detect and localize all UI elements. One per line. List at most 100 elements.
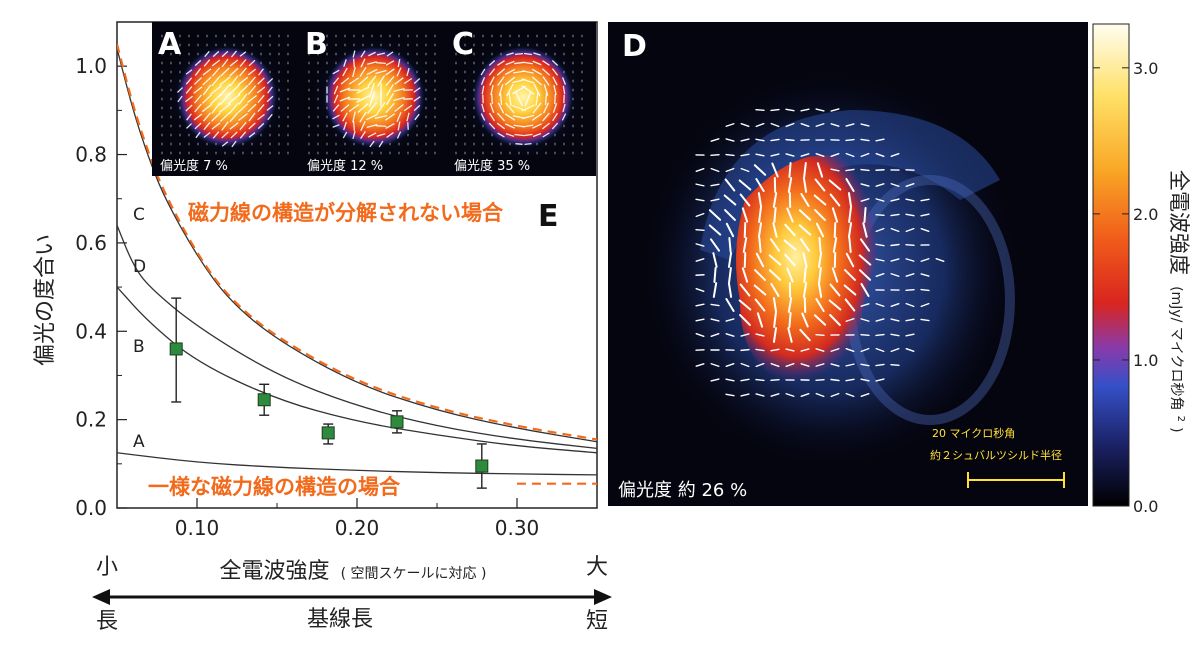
data-point xyxy=(391,416,403,428)
arrow-head-right xyxy=(594,589,612,605)
baseline-label: 基線長 xyxy=(307,607,373,632)
panel-d-pol-tick xyxy=(711,155,719,156)
colorbar-gradient xyxy=(1093,24,1129,506)
panel-d-pol-tick xyxy=(861,335,869,336)
panel-d-pol-tick xyxy=(804,268,805,282)
panel-d-pol-tick xyxy=(906,245,914,246)
panel-d-pol-tick xyxy=(756,380,764,381)
y-tick-label: 0.8 xyxy=(75,143,107,167)
panel-d-pol-tick xyxy=(864,208,865,222)
y-tick-label: 0.2 xyxy=(75,408,107,432)
y-tick-label: 0.4 xyxy=(75,319,107,343)
x-tick-label: 0.10 xyxy=(175,516,220,540)
inset-letter: B xyxy=(305,27,328,62)
colorbar-title: 全電波強度 (mJy/ マイクロ秒角 2 ) xyxy=(1167,170,1193,433)
panel-d-pol-tick xyxy=(831,379,839,380)
data-point xyxy=(476,460,488,472)
scale-short-label: 短 xyxy=(586,609,608,634)
curve-a xyxy=(117,453,597,475)
x-axis-title-main: 全電波強度 xyxy=(220,559,330,584)
x-axis-ticks: 0.10 0.20 0.30 xyxy=(117,498,597,540)
scale-large-label: 大 xyxy=(586,555,608,580)
arrow-head-left xyxy=(92,589,110,605)
panel-d-pol-tick xyxy=(846,140,854,141)
inset-polarization-label: 偏光度 12 % xyxy=(307,158,383,174)
panel-d-pol-tick xyxy=(714,268,715,282)
inset-letter: A xyxy=(158,27,182,62)
x-axis-title-sub: ( 空間スケールに対応 ) xyxy=(341,566,487,582)
colorbar-title-unit: (mJy/ マイクロ秒角 xyxy=(1168,286,1184,410)
panel-d-pol-tick xyxy=(759,238,760,252)
inset-pol-tick xyxy=(524,144,531,145)
panel-d-pol-tick xyxy=(774,208,775,222)
unresolved-annotation: 磁力線の構造が分解されない場合 xyxy=(188,201,504,225)
inset-pol-tick xyxy=(376,126,387,127)
colorbar: 0.0 1.0 2.0 3.0 全電波強度 (mJy/ マイクロ秒角 2 ) xyxy=(1093,24,1193,516)
panel-d-pol-tick xyxy=(816,335,824,336)
y-axis-title: 偏光の度合い xyxy=(33,234,58,366)
inset-pol-tick xyxy=(524,54,532,55)
panel-d-pol-tick xyxy=(876,215,884,216)
panel-d-pol-tick xyxy=(771,110,779,111)
curve-label-a: A xyxy=(133,432,145,452)
y-tick-label: 0.0 xyxy=(75,496,107,520)
panel-d-pol-tick xyxy=(861,170,869,171)
panel-d-pol-tick xyxy=(835,223,836,237)
panel-d-pol-tick xyxy=(876,335,884,336)
y-tick-label: 1.0 xyxy=(75,54,107,78)
panel-d-pol-tick xyxy=(891,365,899,366)
x-tick-label: 0.20 xyxy=(335,516,380,540)
colorbar-title-close: ) xyxy=(1168,427,1184,432)
data-point xyxy=(170,343,182,355)
scale-small-label: 小 xyxy=(96,555,118,580)
inset-pol-tick xyxy=(354,121,355,131)
panel-d-pol-tick xyxy=(819,238,820,252)
inset-pol-tick xyxy=(492,94,493,104)
colorbar-tick-label: 0.0 xyxy=(1133,497,1158,516)
panel-letter-e: E xyxy=(538,199,559,234)
scalebar-label-2: 約２シュバルツシルド半径 xyxy=(930,448,1062,462)
panel-d-pol-tick xyxy=(849,238,850,252)
inset-pol-tick xyxy=(515,144,522,145)
panel-d-pol-tick xyxy=(741,350,749,351)
scalebar-label-1: 20 マイクロ秒角 xyxy=(932,426,1015,440)
x-axis-title: 全電波強度 ( 空間スケールに対応 ) xyxy=(220,559,487,584)
colorbar-tick-label: 1.0 xyxy=(1133,351,1158,370)
panel-d-pol-tick xyxy=(771,380,779,381)
scale-long-label: 長 xyxy=(96,609,118,634)
measurement-points xyxy=(170,298,488,488)
inset-pol-tick xyxy=(376,63,386,64)
data-point xyxy=(322,427,334,439)
panel-d-pol-tick xyxy=(696,230,704,231)
curve-label-d: D xyxy=(133,257,146,277)
inset-pol-tick xyxy=(354,59,355,68)
curve-d xyxy=(117,225,597,448)
colorbar-tick-label: 3.0 xyxy=(1133,59,1158,78)
panel-d-pol-tick xyxy=(756,110,764,111)
inset-pol-tick xyxy=(515,54,523,55)
panel-d-pol-tick xyxy=(726,155,734,156)
curve-label-b: B xyxy=(133,337,145,357)
panel-letter-d: D xyxy=(622,29,647,64)
panel-d-pol-tick xyxy=(921,290,929,291)
y-axis-ticks: 0.0 0.2 0.4 0.6 0.8 1.0 xyxy=(75,22,127,520)
inset-letter: C xyxy=(452,27,474,62)
uniform-annotation: 一様な磁力線の構造の場合 xyxy=(148,475,401,499)
inset-pol-tick xyxy=(555,94,556,104)
panel-d-pol-tick xyxy=(729,238,730,252)
y-tick-label: 0.6 xyxy=(75,231,107,255)
inset-polarization-label: 偏光度 35 % xyxy=(454,158,530,174)
panel-d-polarization-label: 偏光度 約 26 % xyxy=(618,480,747,501)
colorbar-tick-label: 2.0 xyxy=(1133,205,1158,224)
image-panel-d: D 偏光度 約 26 % 20 マイクロ秒角 約２シュバルツシルド半径 xyxy=(608,22,1088,506)
colorbar-title-main: 全電波強度 xyxy=(1167,170,1191,275)
panel-d-pol-tick xyxy=(906,290,914,291)
data-point xyxy=(258,394,270,406)
panel-d-pol-tick xyxy=(789,163,790,177)
x-tick-label: 0.30 xyxy=(495,516,540,540)
curve-label-c: C xyxy=(133,205,145,225)
panel-d-pol-tick xyxy=(891,245,899,246)
panel-d-pol-tick xyxy=(786,140,794,141)
